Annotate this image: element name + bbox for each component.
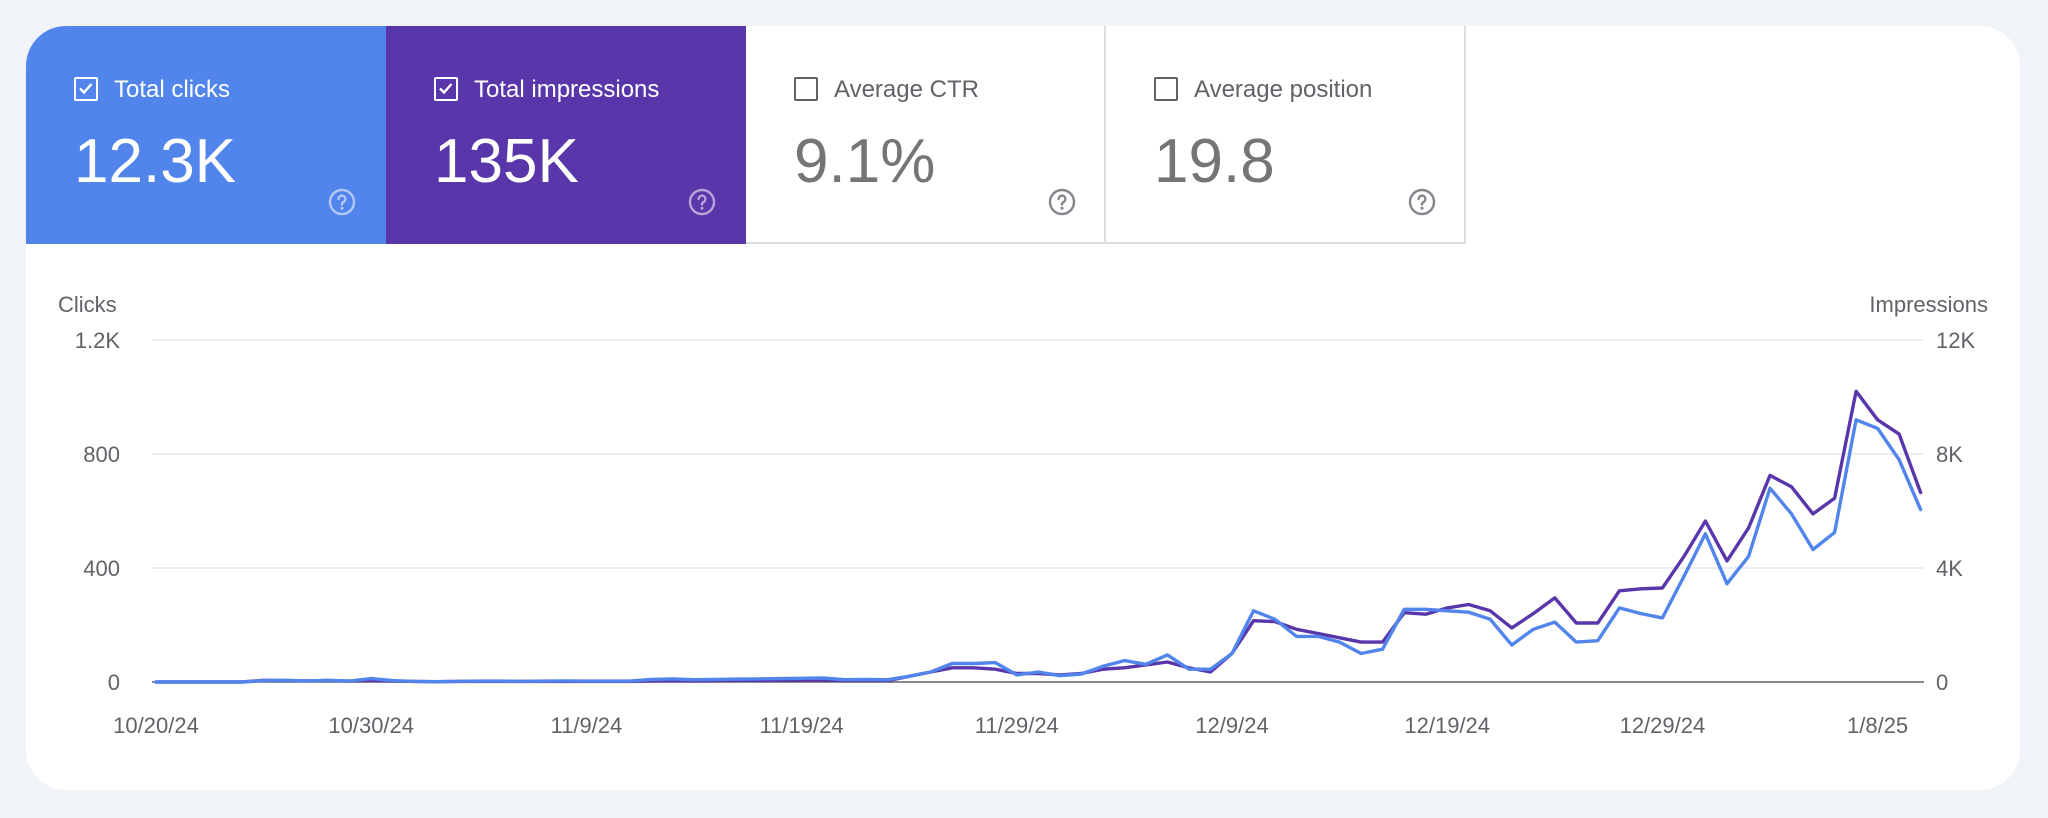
y-left-axis-title: Clicks (58, 292, 117, 317)
metric-value: 135K (434, 127, 579, 196)
y-left-tick-label: 1.2K (75, 328, 121, 353)
y-right-tick-label: 4K (1936, 556, 1963, 581)
checkbox-checked-icon[interactable] (434, 77, 458, 101)
y-right-tick-label: 0 (1936, 670, 1948, 695)
x-tick-label: 11/29/24 (975, 713, 1059, 738)
series-line-total-impressions (154, 389, 1923, 684)
metric-value: 9.1% (794, 127, 936, 196)
performance-panel: Total clicks 12.3K Total impressions 135… (26, 26, 2020, 790)
x-tick-label: 11/9/24 (551, 713, 623, 738)
checkbox-checked-icon[interactable] (74, 77, 98, 101)
performance-line-chart: 0 0 400 4K 800 8K 1.2K 12K 10/20/24 10/30/24 11/9/… (75, 328, 1976, 738)
metric-value: 19.8 (1154, 127, 1275, 196)
help-circle-icon[interactable] (328, 188, 356, 216)
x-tick-label: 12/19/24 (1404, 713, 1490, 738)
metric-label: Total impressions (474, 76, 660, 103)
y-right-tick-label: 8K (1936, 442, 1963, 467)
metric-label: Average CTR (834, 76, 979, 103)
y-right-axis-title: Impressions (1869, 292, 1988, 317)
x-tick-label: 10/30/24 (328, 713, 414, 738)
metric-label: Average position (1194, 76, 1373, 103)
help-circle-icon[interactable] (1408, 188, 1436, 216)
x-tick-label: 12/9/24 (1195, 713, 1268, 738)
metric-card-total-impressions[interactable]: Total impressions 135K (386, 26, 746, 244)
metric-card-average-ctr[interactable]: Average CTR 9.1% (746, 26, 1106, 244)
y-left-tick-label: 400 (83, 556, 120, 581)
checkbox-unchecked-icon[interactable] (794, 77, 818, 101)
y-right-tick-label: 12K (1936, 328, 1975, 353)
y-left-tick-label: 0 (108, 670, 120, 695)
x-tick-label: 12/29/24 (1620, 713, 1706, 738)
metric-card-average-position[interactable]: Average position 19.8 (1106, 26, 1466, 244)
help-circle-icon[interactable] (1048, 188, 1076, 216)
y-left-tick-label: 800 (83, 442, 120, 467)
x-tick-label: 11/19/24 (760, 713, 844, 738)
metric-value: 12.3K (74, 127, 237, 196)
help-circle-icon[interactable] (688, 188, 716, 216)
metric-cards: Total clicks 12.3K Total impressions 135… (26, 26, 1466, 244)
series-line-total-clicks (154, 418, 1923, 684)
metric-label: Total clicks (114, 76, 231, 103)
metric-card-total-clicks[interactable]: Total clicks 12.3K (26, 26, 386, 244)
checkbox-unchecked-icon[interactable] (1154, 77, 1178, 101)
x-tick-label: 10/20/24 (113, 713, 199, 738)
x-tick-label: 1/8/25 (1847, 713, 1908, 738)
